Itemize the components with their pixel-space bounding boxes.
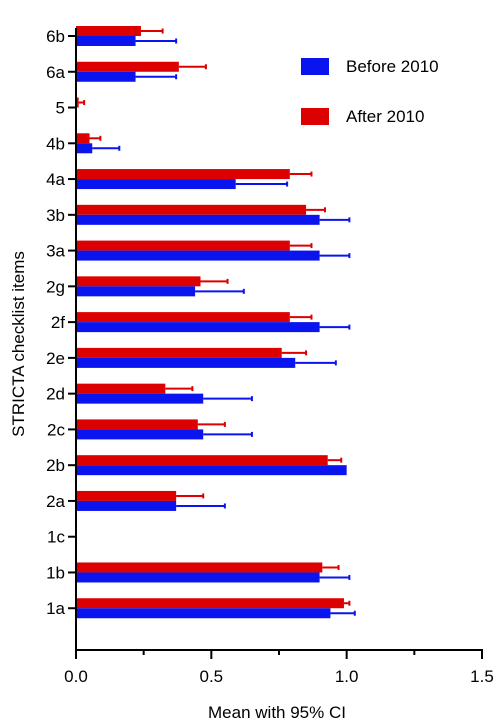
bar <box>76 250 320 261</box>
x-tick-label: 1.0 <box>335 667 359 686</box>
y-tick-label: 2d <box>46 385 65 404</box>
bar <box>76 500 177 511</box>
y-tick-label: 6b <box>46 27 65 46</box>
y-tick-label: 6a <box>46 63 65 82</box>
bar <box>76 465 347 476</box>
bar <box>76 179 236 190</box>
bar <box>76 97 79 108</box>
legend-swatch <box>301 108 329 125</box>
y-tick-label: 1c <box>47 528 65 547</box>
bar <box>76 419 198 430</box>
bar <box>76 26 141 36</box>
legend-swatch <box>301 58 329 75</box>
bar <box>76 214 320 225</box>
bar <box>76 36 136 46</box>
bar <box>76 572 320 583</box>
legend: Before 2010 After 2010 <box>301 57 439 126</box>
bar <box>76 490 177 501</box>
bar <box>76 71 136 82</box>
bar <box>76 312 290 323</box>
bar <box>76 276 201 287</box>
bar <box>76 347 282 358</box>
x-tick-label: 0.5 <box>200 667 224 686</box>
y-tick-label: 1b <box>46 563 65 582</box>
y-tick-label: 1a <box>46 599 65 618</box>
bars-group <box>76 26 356 619</box>
bar <box>76 286 196 297</box>
bar <box>76 61 179 72</box>
bar <box>76 429 204 440</box>
legend-label: After 2010 <box>346 107 424 126</box>
y-tick-label: 2a <box>46 492 65 511</box>
bar <box>76 393 204 404</box>
bar <box>76 204 307 215</box>
y-tick-label: 2e <box>46 349 65 368</box>
bar <box>76 383 166 394</box>
y-tick-label: 5 <box>56 99 65 118</box>
bar <box>76 322 320 333</box>
y-tick-label: 3a <box>46 242 65 261</box>
y-tick-label: 2b <box>46 456 65 475</box>
y-tick-label: 4b <box>46 134 65 153</box>
y-tick-label: 4a <box>46 170 65 189</box>
bar <box>76 143 93 154</box>
bar <box>76 240 290 251</box>
bar <box>76 357 296 368</box>
y-axis-title: STRICTA checklist items <box>9 251 28 437</box>
bar <box>76 608 331 619</box>
x-tick-label: 0.0 <box>64 667 88 686</box>
bar <box>76 133 90 144</box>
y-tick-label: 2g <box>46 277 65 296</box>
x-axis-title: Mean with 95% CI <box>208 703 346 722</box>
bar <box>76 169 290 180</box>
y-tick-label: 2c <box>47 420 65 439</box>
legend-label: Before 2010 <box>346 57 439 76</box>
axes-group: 6b 6a 5 4b 4a 3b 3a 2g 2f 2e 2d 2c 2b 2a 1c 1b 1a 0.0 0.5 1… <box>46 27 494 686</box>
x-tick-label: 1.5 <box>470 667 494 686</box>
y-tick-label: 3b <box>46 206 65 225</box>
bar <box>76 598 344 609</box>
bar <box>76 562 323 573</box>
y-tick-label: 2f <box>51 313 65 332</box>
bar <box>76 455 328 466</box>
